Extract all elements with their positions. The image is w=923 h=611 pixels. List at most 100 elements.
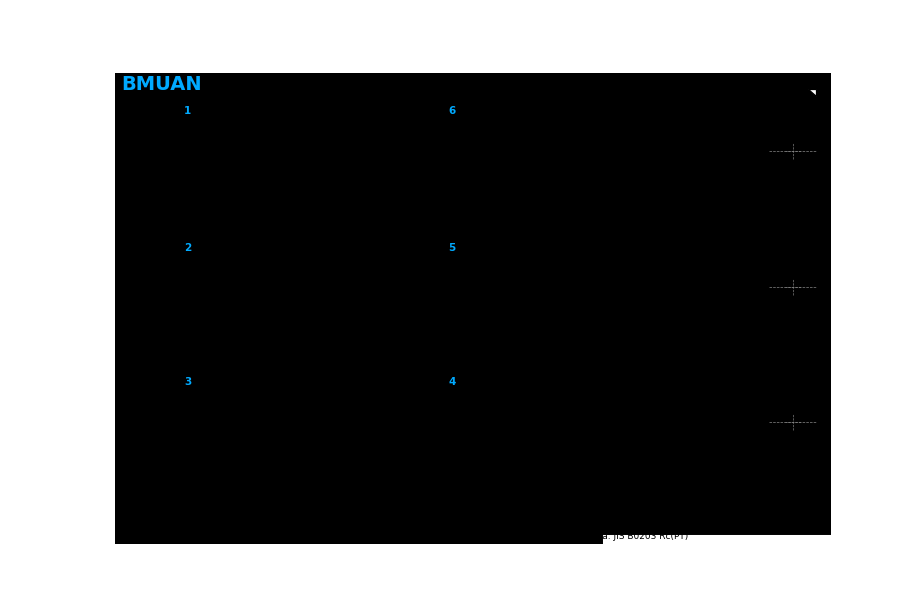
Bar	[466, 243, 476, 253]
Text: 95: 95	[570, 188, 582, 197]
Text: 7: 7	[488, 307, 497, 312]
Bar	[775, 127, 811, 175]
Bar	[773, 124, 813, 178]
Text: 4-d₁: 4-d₁	[204, 250, 222, 259]
Text: 3-Ø5.5 passante: 3-Ø5.5 passante	[468, 203, 531, 212]
Text: 160: 160	[605, 233, 623, 244]
Text: 30: 30	[547, 245, 558, 254]
Text: 115: 115	[585, 459, 602, 468]
Bar	[505, 124, 763, 178]
Bar	[241, 395, 377, 449]
Bar	[241, 124, 295, 178]
Bar	[183, 106, 193, 117]
Text: 2: 2	[185, 243, 191, 253]
Text: Ø9.5 svasato, prof. 5.5: Ø9.5 svasato, prof. 5.5	[468, 481, 555, 491]
Text: 20: 20	[249, 109, 260, 117]
Text: 20: 20	[224, 142, 234, 151]
Circle shape	[518, 439, 520, 441]
Circle shape	[518, 304, 520, 306]
Text: 20: 20	[513, 245, 524, 254]
Text: 30: 30	[588, 109, 599, 117]
Circle shape	[749, 167, 750, 170]
Text: 30: 30	[282, 379, 294, 389]
Text: 20: 20	[224, 278, 234, 288]
Text: 10-d₁: 10-d₁	[468, 250, 491, 259]
Text: 30: 30	[786, 368, 799, 378]
Text: 40: 40	[262, 97, 274, 107]
Circle shape	[254, 167, 256, 170]
Text: Filettatura: JIS B0203 Rc(PT): Filettatura: JIS B0203 Rc(PT)	[561, 532, 689, 541]
Text: 15: 15	[777, 110, 788, 119]
Text: 30: 30	[588, 245, 599, 254]
Text: 20: 20	[488, 412, 497, 422]
Text: 2-d₂: 2-d₂	[211, 405, 229, 414]
Text: -: -	[196, 243, 199, 253]
Text: 5: 5	[449, 243, 456, 253]
Text: 2-Ø5.5 passante: 2-Ø5.5 passante	[204, 203, 267, 212]
Text: 2-Ø5.5 passante: 2-Ø5.5 passante	[468, 474, 531, 483]
Text: 12-d₁: 12-d₁	[468, 114, 491, 122]
Text: 100: 100	[300, 368, 318, 378]
Bar	[775, 398, 811, 446]
Bar	[447, 106, 457, 117]
Bar	[202, 243, 212, 253]
Circle shape	[362, 439, 364, 441]
Text: 30: 30	[629, 245, 640, 254]
Text: 7: 7	[488, 171, 497, 176]
Text: 20: 20	[357, 379, 368, 389]
Circle shape	[254, 439, 256, 441]
Text: BMUAN: BMUAN	[122, 75, 202, 93]
Text: 30: 30	[629, 109, 640, 117]
Text: 130: 130	[584, 368, 603, 378]
Bar	[775, 263, 811, 311]
Text: -: -	[460, 106, 463, 117]
Text: Ø9.5 svasato, prof. 5.5: Ø9.5 svasato, prof. 5.5	[204, 346, 291, 356]
Text: 70: 70	[282, 233, 294, 244]
Text: 20: 20	[513, 379, 524, 389]
Text: 40: 40	[477, 417, 485, 428]
Text: 2-Ø5.5 passante: 2-Ø5.5 passante	[468, 339, 531, 348]
Text: 40: 40	[212, 145, 222, 157]
Bar	[241, 260, 336, 314]
Text: 2-d₂: 2-d₂	[211, 134, 229, 143]
Text: 2-d₂: 2-d₂	[475, 405, 494, 414]
Text: 30: 30	[547, 109, 558, 117]
Text: 85: 85	[303, 459, 315, 468]
Text: 20: 20	[249, 245, 260, 254]
Text: 20: 20	[224, 412, 234, 422]
Text: 30: 30	[710, 109, 721, 117]
Polygon shape	[809, 89, 816, 96]
Text: 3: 3	[185, 378, 191, 387]
Text: 30: 30	[629, 379, 640, 389]
Text: 30: 30	[588, 379, 599, 389]
Text: 20: 20	[663, 379, 674, 389]
Text: 2-Ø5.5 passante: 2-Ø5.5 passante	[204, 474, 267, 483]
Text: 20: 20	[744, 109, 755, 117]
Text: 2-Ø5.5 passante: 2-Ø5.5 passante	[204, 339, 267, 348]
Text: 15: 15	[777, 381, 788, 390]
Text: 190: 190	[625, 97, 643, 107]
Bar	[773, 395, 813, 449]
Text: 40: 40	[212, 417, 222, 428]
Text: 30: 30	[786, 233, 799, 244]
Circle shape	[518, 167, 520, 170]
Bar	[183, 378, 193, 387]
Text: 20: 20	[276, 109, 287, 117]
Text: (Pressione di esercizio massima: 1MPa≤10kgf/cm² o inf.): (Pressione di esercizio massima: 1MPa≤10…	[119, 532, 375, 541]
Text: -: -	[196, 106, 199, 117]
Text: 145: 145	[605, 324, 622, 334]
Bar	[447, 243, 457, 253]
Text: 7: 7	[224, 442, 234, 447]
Text: 20: 20	[703, 245, 714, 254]
Bar	[202, 378, 212, 387]
Text: 30: 30	[669, 109, 680, 117]
Text: 25: 25	[262, 188, 274, 197]
Text: 1: 1	[185, 106, 191, 117]
Circle shape	[667, 439, 669, 441]
Bar	[466, 378, 476, 387]
Bar	[202, 106, 212, 117]
Circle shape	[321, 304, 323, 306]
Bar	[505, 395, 681, 449]
Text: Ø9.5 svasato, prof. 5.5: Ø9.5 svasato, prof. 5.5	[468, 210, 555, 219]
Text: 6.3: 6.3	[803, 78, 818, 88]
